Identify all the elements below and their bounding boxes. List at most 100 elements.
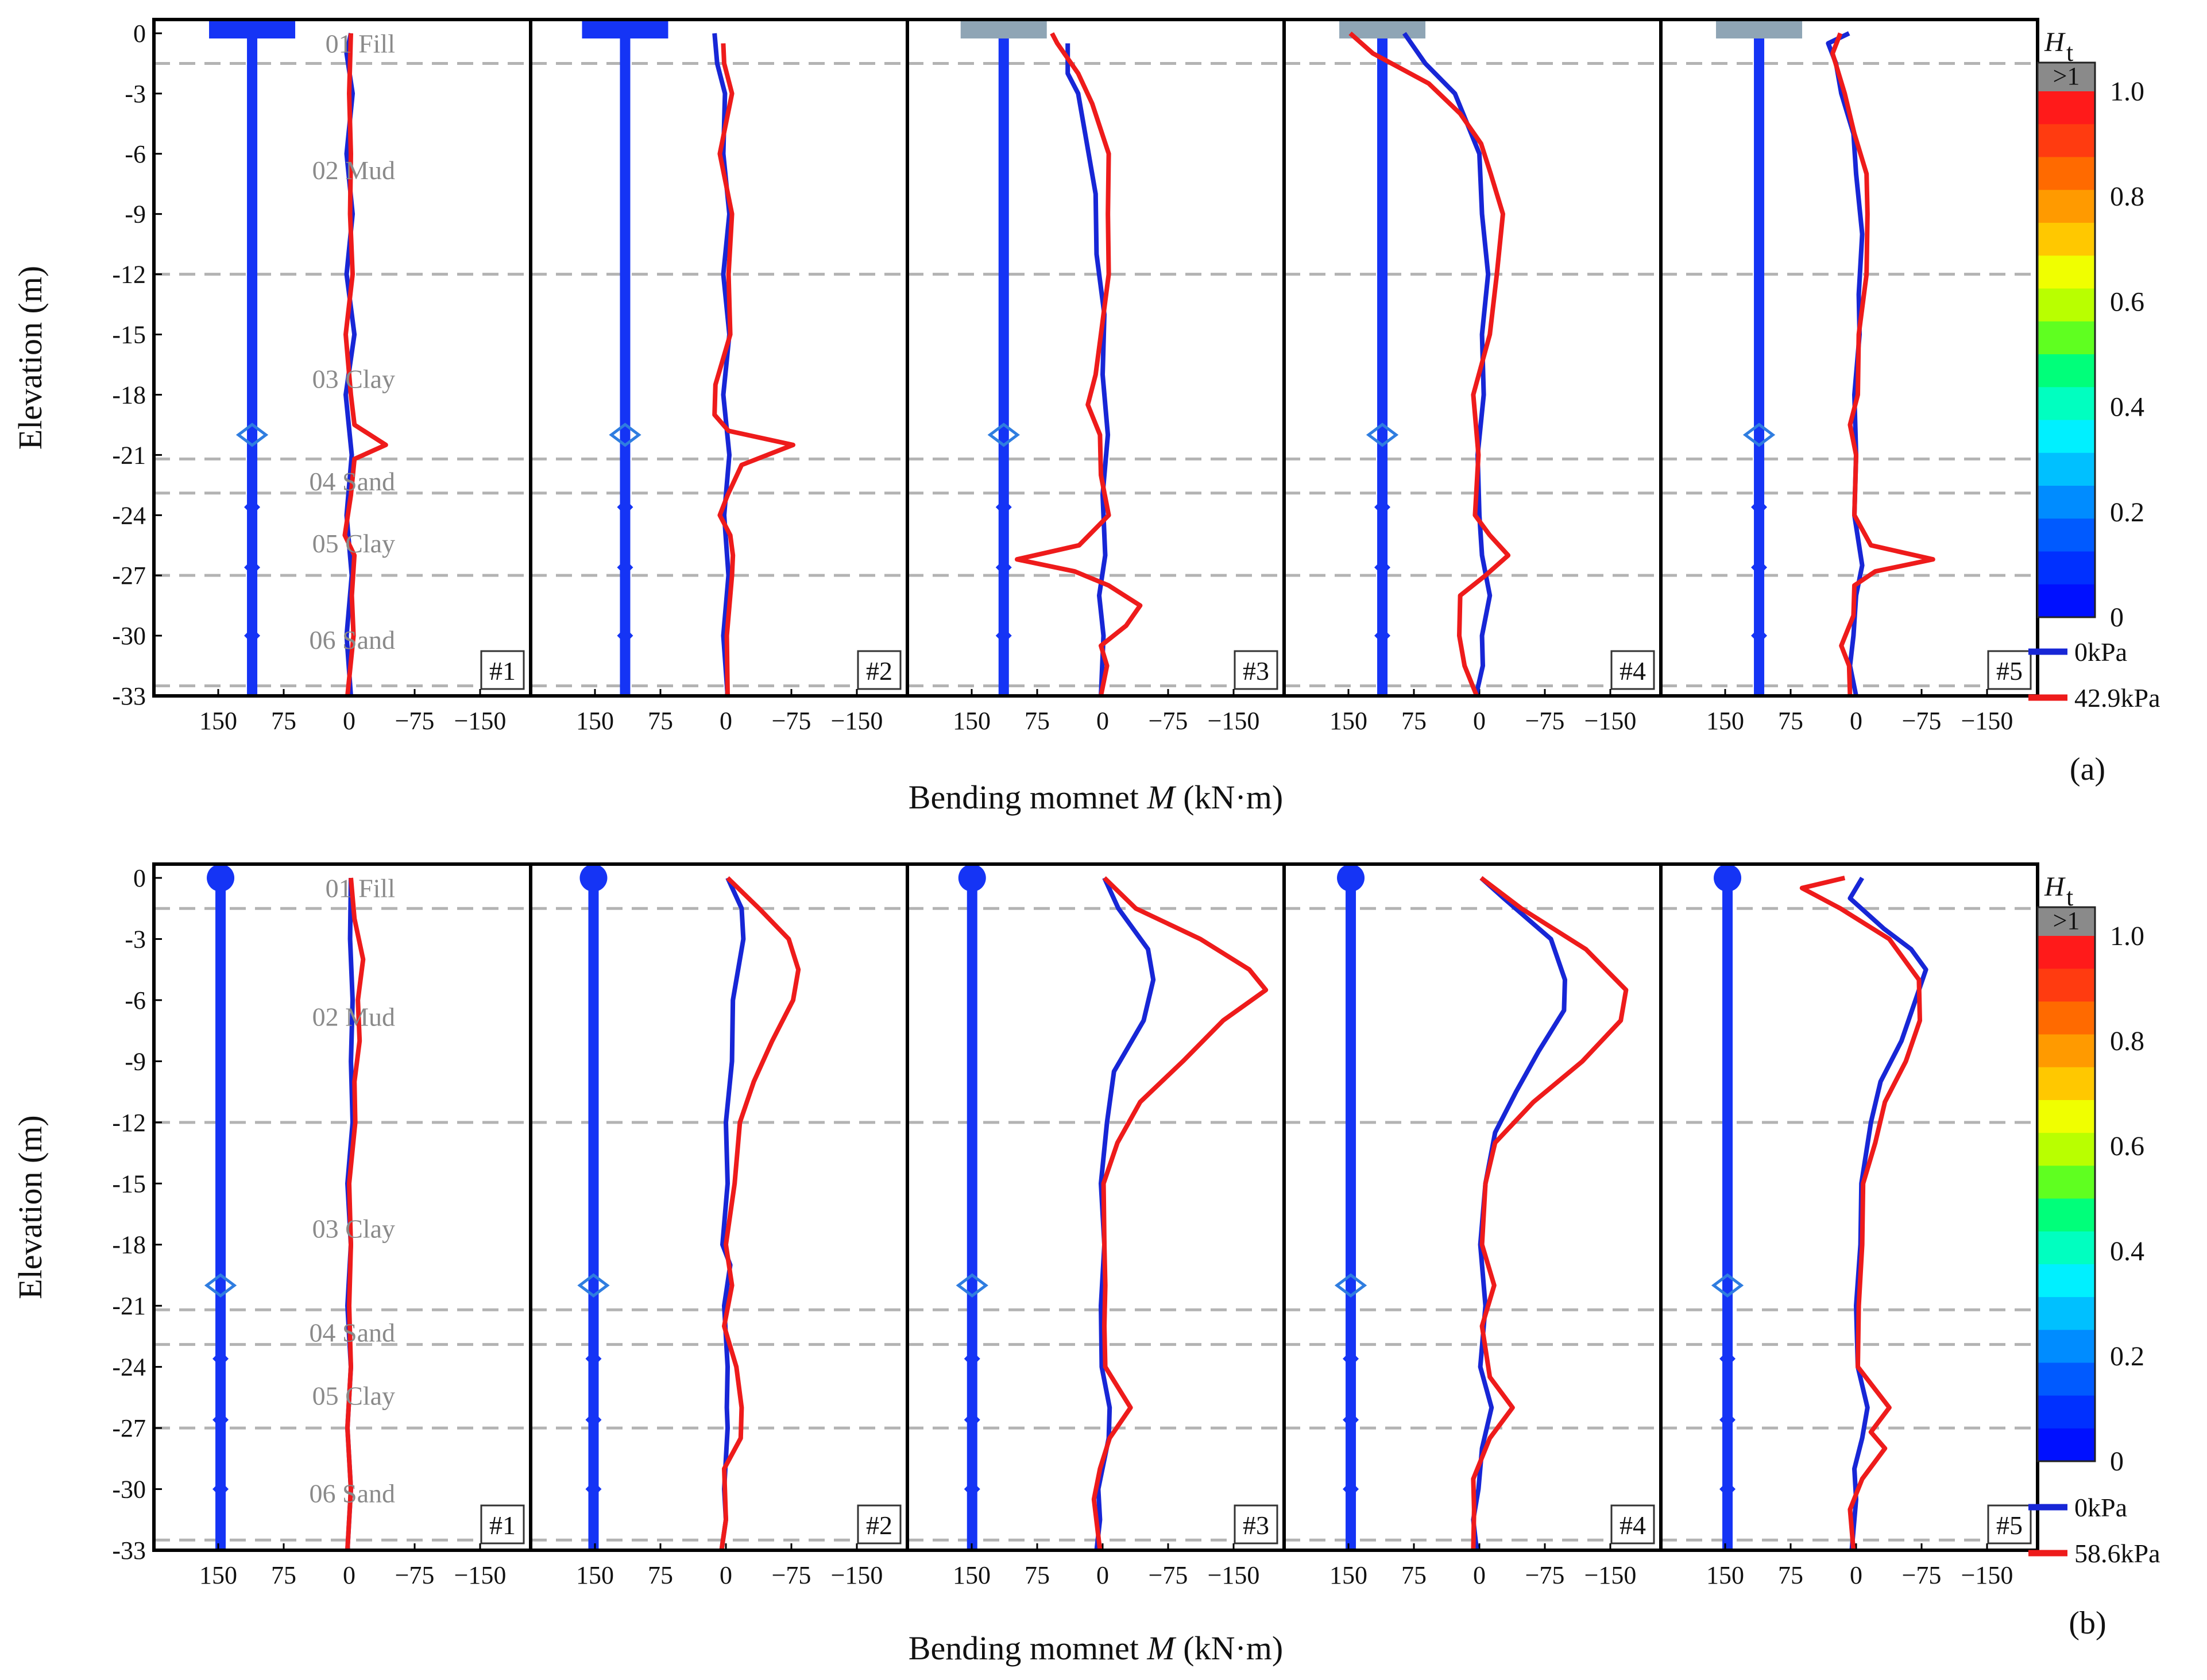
x-tick-label: 0: [1473, 1561, 1486, 1589]
x-tick-label: 150: [576, 1561, 614, 1589]
x-tick-label: −150: [1584, 1561, 1637, 1589]
colorbar-segment: [2038, 452, 2095, 486]
colorbar-segment: [2038, 1395, 2095, 1429]
pile-node: [212, 1411, 229, 1428]
x-tick-label: 0: [1096, 707, 1109, 735]
pile-shaft: [1722, 872, 1733, 1550]
colorbar-segment: [2038, 1001, 2095, 1035]
x-tick-label: −75: [1525, 707, 1565, 735]
colorbar-frame: [2036, 906, 2096, 1462]
x-tick-label: 150: [199, 1561, 237, 1589]
panel-number: #5: [1987, 1504, 2032, 1544]
part-label: (b): [2069, 1605, 2106, 1641]
x-tick-label: −150: [1961, 707, 2013, 735]
colorbar-over-label: >1: [2053, 907, 2080, 935]
x-tick-label: 0: [720, 1561, 732, 1589]
pile-cap: [582, 21, 668, 39]
pile-head-node: [1337, 864, 1365, 892]
colorbar-segment: [2038, 124, 2095, 158]
x-tick-label: −150: [1208, 1561, 1260, 1589]
legend-label: 42.9kPa: [2074, 683, 2160, 713]
colorbar-segment: [2038, 1133, 2095, 1167]
colorbar-segment: [2038, 969, 2095, 1002]
series-line-loaded: [719, 876, 801, 1551]
colorbar-tick-label: 1.0: [2110, 76, 2144, 107]
colorbar-segment: [2038, 223, 2095, 257]
y-tick-label: -9: [125, 200, 146, 229]
colorbar-title: H: [2044, 27, 2066, 57]
x-tick-label: 75: [271, 1561, 296, 1589]
x-axis-title-unit: (kN·m): [1175, 779, 1283, 816]
panel-number: #4: [1610, 1504, 1655, 1544]
soil-layer-label: 03 Clay: [312, 364, 395, 393]
panel-frame: [906, 862, 1286, 1552]
panel-1: #1 150 75 0 −75 −150: [152, 862, 532, 1589]
pile-cap: [960, 21, 1047, 39]
pile-shaft: [967, 872, 977, 1550]
x-tick-label: 150: [953, 707, 991, 735]
panel-number-text: #3: [1243, 656, 1269, 686]
x-axis-title-prefix: Bending momnet: [909, 1629, 1147, 1667]
colorbar-frame: [2036, 61, 2096, 618]
pile-node: [617, 559, 633, 576]
colorbar-segment: [2038, 354, 2095, 388]
y-tick-label: -18: [112, 381, 146, 409]
y-tick-label: -24: [112, 501, 146, 529]
pile-node: [244, 559, 261, 576]
x-tick-label: −75: [772, 707, 811, 735]
panel-number-text: #5: [1996, 1511, 2023, 1540]
x-axis-title: Bending momnet M (kN·m): [909, 1629, 1283, 1667]
panel-1: #1 150 75 0 −75 −150: [152, 18, 532, 735]
panel-number-box: [1234, 650, 1278, 690]
pile-node: [244, 499, 261, 516]
chart-b: #1 150 75 0 −75 −150 #2 150 75 0 −75 −150 #3 150 75 0 −7…: [11, 862, 2160, 1667]
x-axis-title-prefix: Bending momnet: [909, 779, 1147, 816]
x-axis-title-var: M: [1146, 779, 1176, 816]
colorbar-segment: [2038, 1362, 2095, 1396]
legend-label: 58.6kPa: [2074, 1539, 2160, 1568]
pile-head-node: [958, 864, 986, 892]
colorbar-over-swatch: [2038, 907, 2095, 936]
x-tick-label: −150: [1584, 707, 1637, 735]
colorbar-segment: [2038, 551, 2095, 585]
pile-node: [1343, 1481, 1359, 1497]
y-tick-label: 0: [133, 864, 146, 892]
y-tick-label: -3: [125, 925, 146, 953]
series-line-loaded: [1091, 876, 1269, 1551]
x-tick-label: 0: [343, 1561, 355, 1589]
colorbar-tick-label: 0.2: [2110, 1341, 2144, 1372]
colorbar-segment: [2038, 420, 2095, 454]
x-tick-label: 150: [953, 1561, 991, 1589]
pile-head-node: [579, 864, 608, 892]
pile-node: [1374, 559, 1391, 576]
series-line-loaded: [342, 33, 388, 696]
panel-number: #3: [1234, 1504, 1278, 1544]
pile-node: [995, 628, 1012, 644]
panel-frame: [152, 18, 532, 698]
y-tick-label: -3: [125, 80, 146, 108]
soil-layer-label: 04 Sand: [310, 467, 396, 496]
pile-node: [995, 499, 1012, 516]
panel-number-text: #4: [1620, 1511, 1646, 1540]
colorbar-segment: [2038, 1100, 2095, 1134]
x-axis-title: Bending momnet M (kN·m): [909, 779, 1283, 816]
x-tick-label: 150: [1706, 1561, 1744, 1589]
panel-frame: [1659, 862, 2039, 1552]
y-tick-label: -15: [112, 321, 146, 349]
soil-layer-label: 02 Mud: [312, 156, 395, 185]
colorbar-tick-label: 0.8: [2110, 1026, 2144, 1056]
x-tick-label: −75: [1149, 707, 1188, 735]
colorbar-tick-label: 1.0: [2110, 921, 2144, 951]
colorbar-segment: [2038, 321, 2095, 355]
series-line-loaded: [1015, 32, 1143, 696]
panel-4: #4 150 75 0 −75 −150: [1282, 862, 1663, 1589]
pile-shaft: [998, 27, 1009, 696]
panel-number: #1: [480, 1504, 525, 1544]
pile-joint-marker: [1334, 1273, 1367, 1298]
panel-2: #2 150 75 0 −75 −150: [529, 18, 909, 735]
pile-cap: [209, 21, 296, 39]
x-tick-label: −75: [1902, 707, 1942, 735]
x-tick-label: −150: [831, 1561, 883, 1589]
y-tick-label: -6: [125, 140, 146, 168]
series-line-baseline: [1847, 876, 1928, 1551]
